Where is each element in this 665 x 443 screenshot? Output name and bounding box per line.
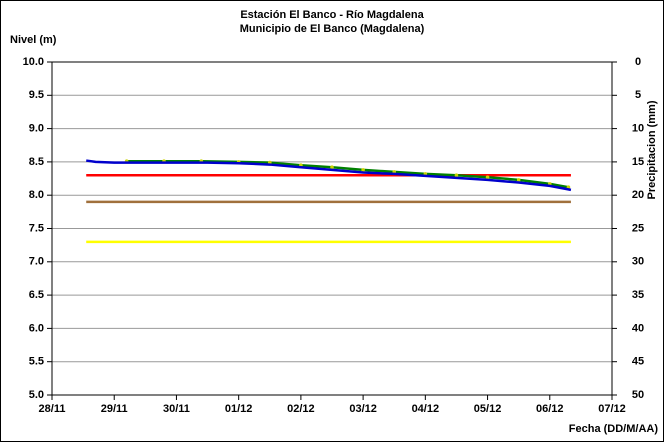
- y-tick-label: 10.0: [23, 56, 44, 68]
- series-line: [86, 159, 572, 192]
- series-marker: [330, 165, 334, 170]
- y2-tick-label: 10: [632, 123, 644, 135]
- x-tick-label: 02/12: [287, 403, 315, 415]
- x-tick-label: 01/12: [225, 403, 253, 415]
- y2-tick-label: 25: [632, 222, 644, 234]
- y-tick-label: 5.0: [29, 389, 44, 401]
- y2-tick-label: 30: [632, 256, 644, 268]
- chart-title: Estación El Banco - Río Magdalena: [240, 9, 424, 21]
- x-axis-label: Fecha (DD/M/AA): [569, 423, 659, 435]
- y-axis-label: Nivel (m): [10, 34, 57, 46]
- y2-tick-label: 20: [632, 189, 644, 201]
- y2-tick-label: 50: [632, 389, 644, 401]
- plot-area: [51, 61, 613, 396]
- y2-tick-label: 5: [635, 89, 641, 101]
- x-tick-label: 04/12: [412, 403, 440, 415]
- y-tick-label: 8.5: [29, 156, 44, 168]
- chart-subtitle: Municipio de El Banco (Magdalena): [240, 23, 425, 35]
- series-marker: [516, 178, 521, 182]
- x-tick-label: 30/11: [163, 403, 190, 415]
- x-tick-label: 05/12: [474, 403, 502, 415]
- y2-tick-label: 0: [635, 56, 641, 68]
- x-tick-label: 06/12: [536, 403, 564, 415]
- y-tick-label: 8.0: [29, 189, 44, 201]
- x-tick-label: 29/11: [101, 403, 128, 415]
- y-tick-label: 9.0: [29, 123, 44, 135]
- y2-tick-label: 45: [632, 356, 644, 368]
- x-tick-label: 07/12: [598, 403, 626, 415]
- series-marker: [485, 175, 490, 180]
- y-tick-label: 6.5: [29, 289, 44, 301]
- y-tick-label: 7.0: [29, 256, 44, 268]
- y-tick-label: 5.5: [29, 356, 44, 368]
- x-tick-label: 28/11: [39, 403, 66, 415]
- y-tick-label: 6.0: [29, 322, 44, 334]
- x-tick-label: 03/12: [349, 403, 377, 415]
- series-marker: [454, 173, 459, 178]
- y2-tick-label: 35: [632, 289, 644, 301]
- y-tick-label: 9.5: [29, 89, 44, 101]
- series-marker: [361, 168, 365, 172]
- y2-tick-label: 15: [632, 156, 644, 168]
- y2-tick-label: 40: [632, 322, 644, 334]
- y-tick-label: 7.5: [29, 222, 44, 234]
- y2-axis-label: Precipitacion (mm): [646, 100, 658, 199]
